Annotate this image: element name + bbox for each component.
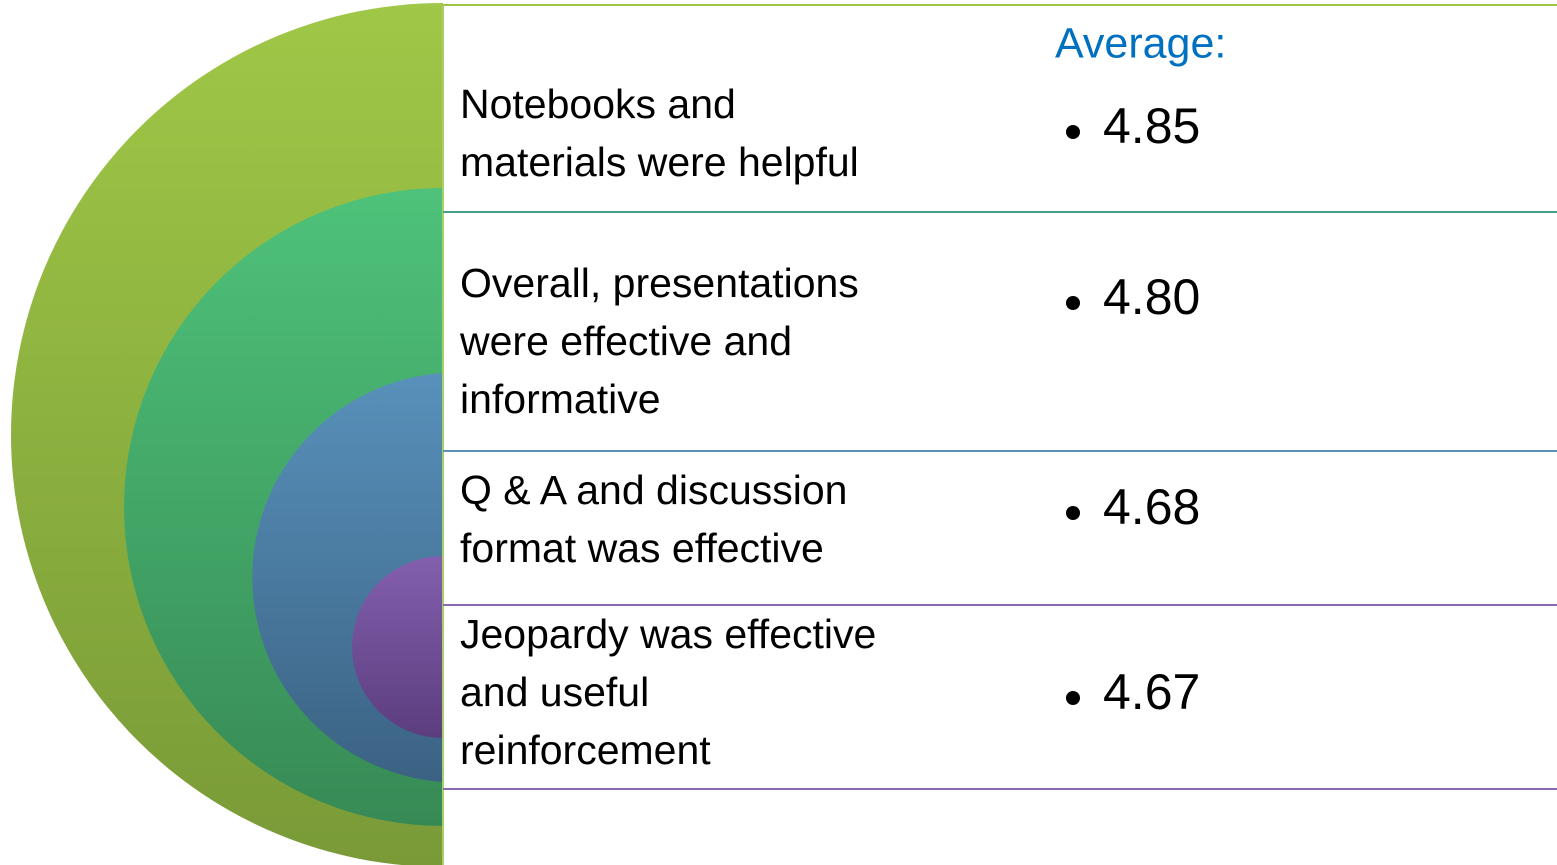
- item-value: 4.85: [1103, 98, 1200, 154]
- heading: Average:: [1055, 19, 1226, 67]
- item-label: Q & A and discussion: [460, 467, 847, 513]
- item-label: informative: [460, 376, 661, 422]
- bullet: [1066, 691, 1080, 705]
- bullet: [1066, 296, 1080, 310]
- bullet: [1066, 125, 1080, 139]
- item-value: 4.80: [1103, 269, 1200, 325]
- item-value: 4.67: [1103, 664, 1200, 720]
- item-label: Overall, presentations: [460, 260, 859, 306]
- arc-4: [352, 556, 443, 738]
- item-label: were effective and: [459, 318, 792, 364]
- item-label: materials were helpful: [460, 139, 859, 185]
- bullet: [1066, 506, 1080, 520]
- item-label: Jeopardy was effective: [460, 611, 876, 657]
- item-label: format was effective: [460, 525, 824, 571]
- item-label: and useful: [460, 669, 649, 715]
- item-value: 4.68: [1103, 479, 1200, 535]
- item-label: reinforcement: [460, 727, 711, 773]
- item-label: Notebooks and: [460, 81, 736, 127]
